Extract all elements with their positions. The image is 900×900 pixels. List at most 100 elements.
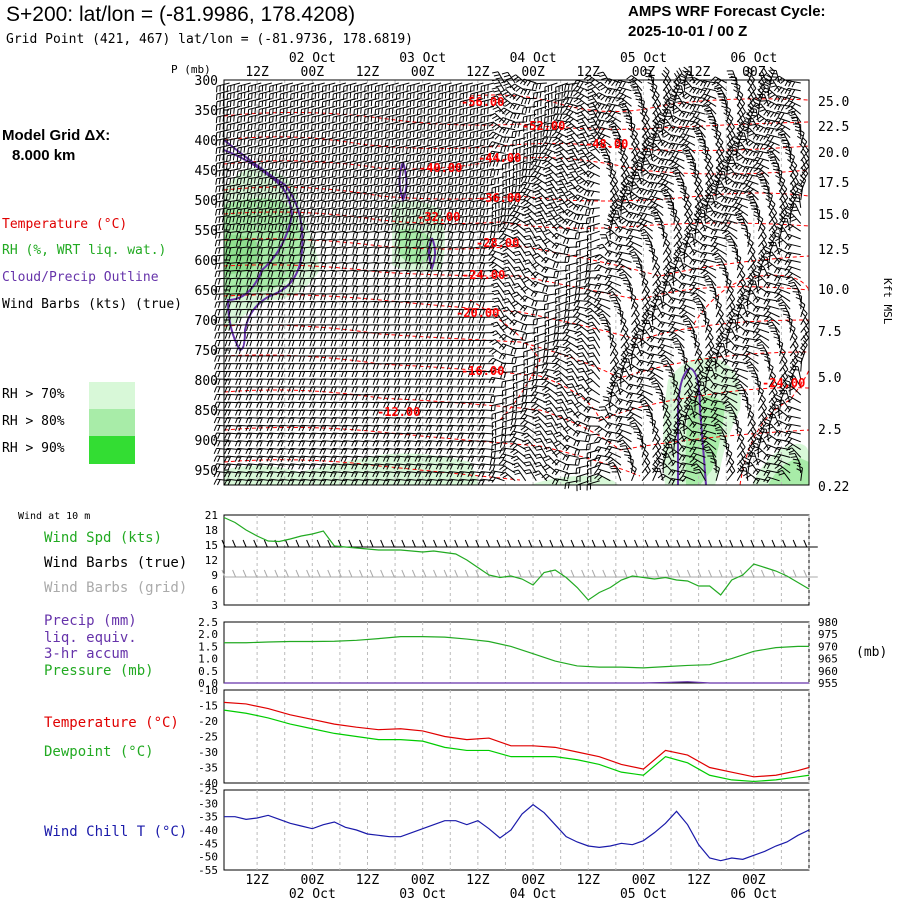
wind-barb-flag <box>525 116 528 123</box>
wind-barb-flag <box>745 174 750 180</box>
wind-barb-flag <box>773 168 780 172</box>
wind-barb-flag <box>638 155 645 160</box>
wind-barb-flag <box>430 124 433 131</box>
wind-barb-flag <box>229 170 232 177</box>
wind-barb-flag <box>785 105 791 110</box>
wind-barb-flag <box>742 166 747 173</box>
wind-barb-flag <box>219 139 221 146</box>
wind-barb-flag <box>487 107 489 114</box>
wind-barb-flag <box>509 204 514 211</box>
wind-barb-flag <box>243 123 246 130</box>
wind-barb-flag <box>525 162 528 169</box>
wind-barb-flag <box>345 154 348 162</box>
wind-barb-flag <box>726 135 731 142</box>
wind-barb-flag <box>377 108 380 115</box>
wind-barb-flag <box>250 139 253 146</box>
wind-barb-flag <box>695 80 701 86</box>
wind-barb-flag <box>427 132 429 139</box>
wind-barb-flag <box>745 186 751 192</box>
wind-barb-flag <box>620 105 627 109</box>
wind-barb-flag <box>377 147 380 154</box>
wind-barb-flag <box>670 166 676 170</box>
wind-barb-flag <box>430 108 433 115</box>
wind-barb-flag <box>705 182 710 188</box>
wind-barb-flag <box>766 111 771 117</box>
wind-barb-flag <box>791 81 796 88</box>
wind-barb-flag <box>681 73 687 78</box>
wind-barb-flag <box>742 138 748 143</box>
wind-barb-flag <box>554 132 560 138</box>
wind-barb-flag <box>707 171 712 178</box>
wind-barb-flag <box>743 190 750 194</box>
wind-barb-flag <box>604 87 609 94</box>
wind-barb-flag <box>451 124 454 131</box>
wind-barb-flag <box>772 161 779 165</box>
wind-barb-flag <box>699 93 705 99</box>
wind-barb-flag <box>544 143 549 149</box>
wind-barb-flag <box>743 127 750 132</box>
wind-barb-flag <box>338 208 341 215</box>
wind-barb-flag <box>635 137 640 143</box>
wind-barb-flag <box>492 106 499 110</box>
wind-barb-flag <box>612 195 617 201</box>
wind-barb-flag <box>444 200 447 207</box>
wind-barb-flag <box>539 91 542 98</box>
wind-barb-flag <box>247 171 249 178</box>
wind-barb-flag <box>634 91 641 94</box>
wind-barb-flag <box>704 106 710 111</box>
wind-barb-flag <box>306 169 309 176</box>
wind-barb-flag <box>787 110 794 114</box>
wind-barb-flag <box>406 124 408 131</box>
wind-barb-flag <box>556 199 563 203</box>
wind-barb-flag <box>571 83 574 90</box>
wind-barb-flag <box>745 73 751 78</box>
wind-barb-flag <box>659 113 666 118</box>
wind-barb-flag <box>423 115 426 122</box>
grid-point-label: Grid Point (421, 467) lat/lon = (-81.973… <box>6 32 413 47</box>
wind-barb-flag <box>469 178 472 185</box>
wind-barb-flag <box>462 154 464 162</box>
wind-barb-flag <box>766 135 771 141</box>
wind-barb-flag <box>360 131 362 138</box>
wind-barb-flag <box>579 205 584 212</box>
wind-barb-flag <box>718 170 725 173</box>
wind-barb-flag <box>566 157 573 160</box>
wind-barb-flag <box>349 169 352 176</box>
wind-barb-flag <box>419 170 422 177</box>
wind-barb-flag <box>681 134 687 140</box>
wind-barb-flag <box>523 201 529 207</box>
wind-barb-flag <box>472 178 475 185</box>
wind-barb-flag <box>800 158 805 165</box>
wind-barb-flag <box>671 135 676 142</box>
rh70-swatch <box>89 382 135 409</box>
wind-barb-flag <box>738 190 743 197</box>
wind-barb-flag <box>476 185 478 192</box>
wind-barb-flag <box>398 178 401 185</box>
wind-barb-flag <box>447 201 450 208</box>
wind-barb-flag <box>444 115 447 122</box>
wind-barb-flag <box>359 208 362 215</box>
wind-barb-flag <box>569 187 575 191</box>
wind-barb-flag <box>321 132 324 139</box>
wind-barb-flag <box>708 184 714 190</box>
wind-barb-flag <box>261 162 263 169</box>
wind-barb-flag <box>221 208 225 215</box>
wind-barb-flag <box>597 71 604 75</box>
wind-barb-flag <box>324 185 327 192</box>
wind-barb-flag <box>243 115 246 122</box>
wind-barb-flag <box>765 150 772 154</box>
wind-barb-flag <box>782 142 789 145</box>
wind-barb-flag <box>569 163 576 166</box>
page-title: S+200: lat/lon = (-81.9986, 178.4208) <box>6 3 356 26</box>
wind-barb-flag <box>649 135 655 141</box>
wind-barb-flag <box>725 119 730 125</box>
wind-barb-flag <box>387 201 390 208</box>
wind-barb-flag <box>558 171 565 174</box>
wind-barb-flag <box>692 104 697 111</box>
wind-barb-flag <box>773 85 779 92</box>
wind-barb-flag <box>218 247 221 254</box>
wind-barb-flag <box>575 111 582 115</box>
wind-barb-flag <box>802 148 807 154</box>
wind-barb-flag <box>664 167 669 174</box>
wind-barb-flag <box>530 165 535 171</box>
